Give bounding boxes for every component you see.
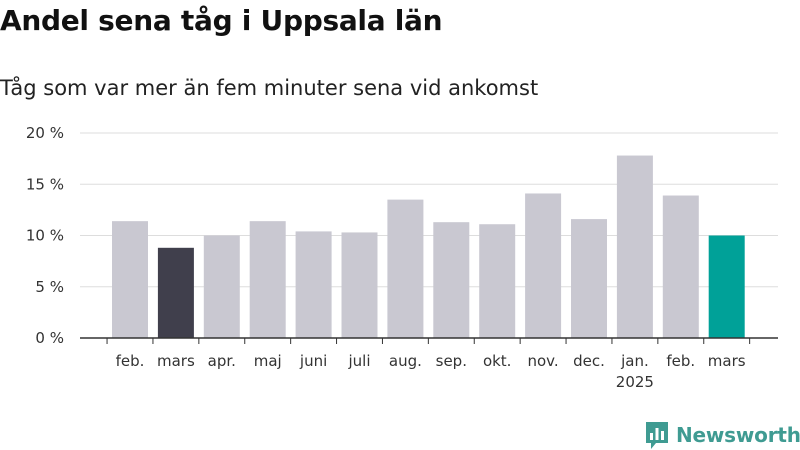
newsworthy-brand: Newsworthy bbox=[644, 420, 800, 450]
bar bbox=[387, 199, 424, 338]
y-tick-label: 10 % bbox=[26, 227, 64, 245]
bar bbox=[157, 247, 194, 338]
y-tick-label: 15 % bbox=[26, 175, 64, 193]
bar bbox=[433, 222, 470, 338]
y-tick-label: 20 % bbox=[26, 124, 64, 142]
x-tick-label: okt. bbox=[483, 352, 512, 370]
x-tick-label: feb. bbox=[666, 352, 695, 370]
x-tick-label: feb. bbox=[116, 352, 145, 370]
y-tick-label: 0 % bbox=[35, 329, 64, 347]
bar bbox=[708, 235, 745, 338]
chart-subtitle: Tåg som var mer än fem minuter sena vid … bbox=[0, 76, 539, 100]
bar bbox=[479, 224, 516, 338]
x-tick-label: mars bbox=[157, 352, 195, 370]
bar bbox=[249, 221, 286, 338]
x-tick-label: mars bbox=[708, 352, 746, 370]
bar bbox=[112, 221, 148, 338]
bar bbox=[662, 195, 699, 338]
bar bbox=[571, 219, 607, 338]
x-tick-label: aug. bbox=[389, 352, 422, 370]
x-tick-label: maj bbox=[254, 352, 282, 370]
bar bbox=[295, 231, 332, 338]
bar bbox=[203, 235, 240, 338]
newsworthy-logo-icon bbox=[646, 422, 668, 449]
bar bbox=[341, 232, 378, 338]
x-tick-label: juli bbox=[347, 352, 370, 370]
x-tick-label: apr. bbox=[208, 352, 236, 370]
chart-title: Andel sena tåg i Uppsala län bbox=[0, 4, 443, 37]
x-tick-label: jan. bbox=[620, 352, 649, 370]
x-tick-label: dec. bbox=[573, 352, 605, 370]
x-year-label: 2025 bbox=[616, 373, 654, 391]
x-tick-label: juni bbox=[299, 352, 327, 370]
y-tick-label: 5 % bbox=[35, 278, 64, 296]
x-tick-label: sep. bbox=[436, 352, 467, 370]
bar bbox=[616, 155, 653, 338]
brand-name: Newsworthy bbox=[676, 423, 800, 447]
x-tick-label: nov. bbox=[528, 352, 559, 370]
bar bbox=[525, 193, 562, 338]
